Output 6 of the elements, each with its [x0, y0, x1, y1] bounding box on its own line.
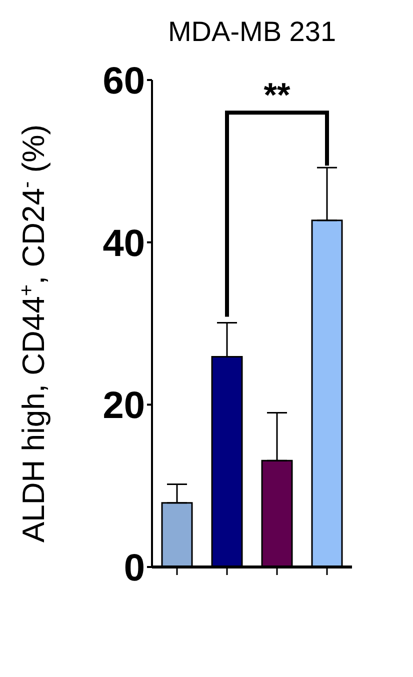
y-tick-label: 0 [124, 547, 145, 590]
y-tick-label: 40 [102, 222, 145, 265]
y-tick-label: 20 [102, 385, 145, 428]
chart-title: MDA-MB 231 [166, 16, 338, 48]
y-tick-label: 60 [102, 60, 145, 102]
annotation: ** [264, 76, 291, 115]
